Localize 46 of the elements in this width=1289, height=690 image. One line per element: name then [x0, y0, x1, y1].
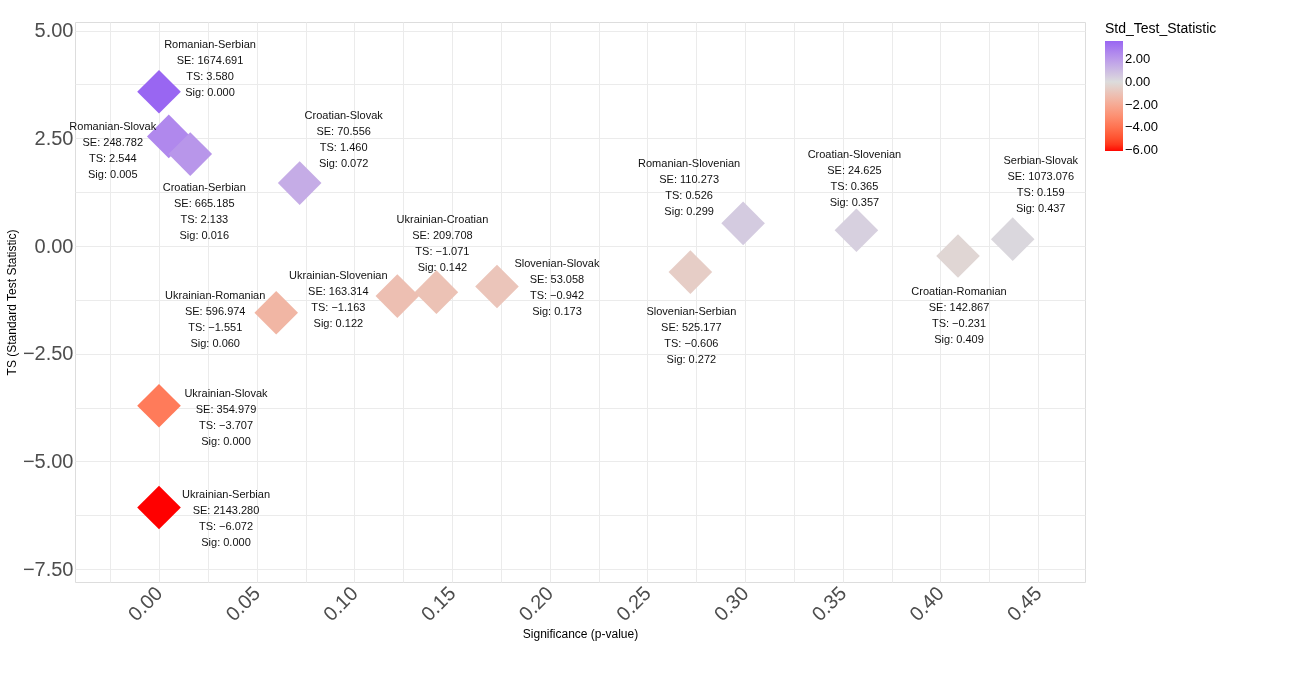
annotation: Ukrainian-Romanian SE: 596.974 TS: −1.551 Sig: 0.060	[165, 288, 266, 349]
y-tick-label: −7.50	[22, 557, 74, 580]
point	[721, 201, 765, 246]
x-tick-label: 0.40	[904, 582, 949, 626]
x-axis-title: Significance (p-value)	[522, 627, 639, 642]
annotation: Croatian-Slovak SE: 70.556 TS: 1.460 Sig: 0.072	[304, 109, 384, 170]
annotation: Croatian-Slovenian SE: 24.625 TS: 0.365 Sig: 0.357	[807, 148, 902, 209]
point	[137, 485, 181, 530]
y-tick-label: 5.00	[34, 19, 74, 42]
annotation: Slovenian-Serbian SE: 525.177 TS: −0.606 Sig: 0.272	[646, 305, 737, 366]
color-bar-title: Std_Test_Statistic	[1105, 20, 1217, 36]
point	[168, 132, 213, 176]
x-tick-label: 0.05	[221, 582, 265, 626]
point	[137, 383, 181, 428]
x-tick-label: 0.00	[123, 582, 167, 626]
y-tick-label: −2.50	[22, 342, 74, 365]
point	[137, 69, 181, 114]
color-bar-label: 2.00	[1125, 51, 1151, 67]
x-tick-label: 0.15	[416, 582, 460, 626]
color-bar-label: −4.00	[1125, 119, 1158, 135]
point	[834, 208, 879, 253]
x-tick-label: 0.20	[514, 582, 558, 626]
color-bar-label: −6.00	[1125, 142, 1158, 158]
annotation: Romanian-Serbian SE: 1674.691 TS: 3.580 Sig: 0.000	[164, 37, 256, 98]
annotation: Serbian-Slovak SE: 1073.076 TS: 0.159 Sig: 0.437	[1003, 154, 1079, 215]
point	[990, 217, 1035, 261]
x-tick-label: 0.25	[611, 582, 655, 626]
y-axis-title: TS (Standard Test Statistic)	[4, 229, 19, 376]
annotation: Ukrainian-Croatian SE: 209.708 TS: −1.071 Sig: 0.142	[396, 213, 489, 274]
color-bar-label: 0.00	[1125, 73, 1151, 89]
annotation: Slovenian-Slovak SE: 53.058 TS: −0.942 Sig: 0.173	[514, 256, 600, 317]
annotation: Ukrainian-Slovenian SE: 163.314 TS: −1.163 Sig: 0.122	[289, 269, 388, 330]
annotation: Croatian-Serbian SE: 665.185 TS: 2.133 Sig: 0.016	[162, 181, 246, 242]
point	[668, 250, 713, 294]
point	[936, 234, 980, 278]
x-tick-label: 0.10	[318, 582, 362, 626]
color-bar-label: −2.00	[1125, 96, 1158, 112]
y-tick-label: 0.00	[34, 234, 74, 257]
x-tick-label: 0.45	[1002, 582, 1046, 626]
annotation: Romanian-Slovenian SE: 110.273 TS: 0.526 Sig: 0.299	[638, 157, 741, 218]
annotation: Ukrainian-Slovak SE: 354.979 TS: −3.707 Sig: 0.000	[184, 386, 269, 447]
annotation: Croatian-Romanian SE: 142.867 TS: −0.231 Sig: 0.409	[911, 284, 1007, 345]
y-tick-label: −5.00	[22, 449, 74, 472]
x-tick-label: 0.35	[807, 582, 851, 626]
annotation: Ukrainian-Serbian SE: 2143.280 TS: −6.072 Sig: 0.000	[181, 487, 271, 548]
x-tick-label: 0.30	[709, 582, 753, 626]
